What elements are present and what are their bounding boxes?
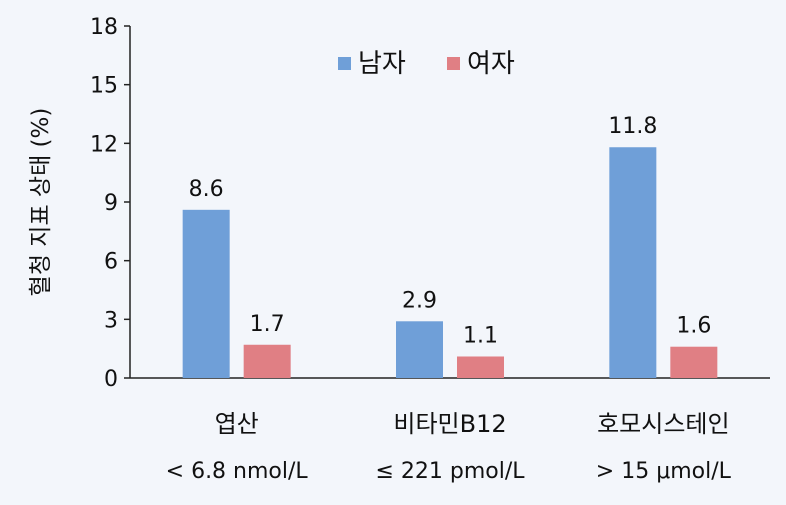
y-tick-label: 0 bbox=[104, 367, 118, 392]
legend-label-male: 남자 bbox=[358, 49, 406, 79]
y-tick-label: 12 bbox=[90, 132, 118, 157]
bar-male-2 bbox=[609, 147, 657, 378]
y-tick-label: 6 bbox=[104, 250, 118, 275]
legend: 남자 여자 bbox=[338, 49, 515, 79]
legend-label-female: 여자 bbox=[467, 49, 515, 79]
category-sublabel: > 15 μmol/L bbox=[596, 459, 732, 484]
bar-male-0 bbox=[182, 209, 230, 378]
y-tick-label: 3 bbox=[104, 308, 118, 333]
bar-female-2 bbox=[670, 346, 718, 378]
category-label: 비타민B12 bbox=[393, 410, 506, 438]
category-label: 호모시스테인 bbox=[597, 410, 729, 438]
y-axis-label: 혈청 지표 상태 (%) bbox=[28, 108, 54, 297]
data-label: 8.6 bbox=[189, 177, 224, 202]
data-label: 1.1 bbox=[463, 323, 498, 348]
bar-female-0 bbox=[243, 344, 291, 378]
bar-female-1 bbox=[457, 356, 504, 378]
data-label: 1.7 bbox=[250, 312, 285, 337]
y-tick-label: 15 bbox=[90, 74, 118, 99]
category-sublabel: ≤ 221 pmol/L bbox=[375, 459, 525, 484]
legend-swatch-male bbox=[338, 57, 351, 70]
bars-layer bbox=[182, 147, 718, 378]
category-label: 엽산 bbox=[215, 410, 259, 438]
data-label: 11.8 bbox=[608, 114, 657, 139]
category-sublabel: < 6.8 nmol/L bbox=[166, 459, 309, 484]
y-tick-label: 9 bbox=[104, 191, 118, 216]
data-label: 1.6 bbox=[676, 314, 711, 339]
bar-male-1 bbox=[396, 321, 443, 378]
data-label: 2.9 bbox=[402, 288, 437, 313]
labels-layer: 8.6 1.7 엽산 < 6.8 nmol/L 2.9 1.1 비타민B12 ≤ 221 pm… bbox=[166, 114, 732, 484]
y-tick-label: 18 bbox=[90, 15, 118, 40]
legend-swatch-female bbox=[447, 57, 460, 70]
axes-layer: 0 3 6 9 12 15 18 혈청 지표 상태 (%) bbox=[28, 15, 770, 392]
